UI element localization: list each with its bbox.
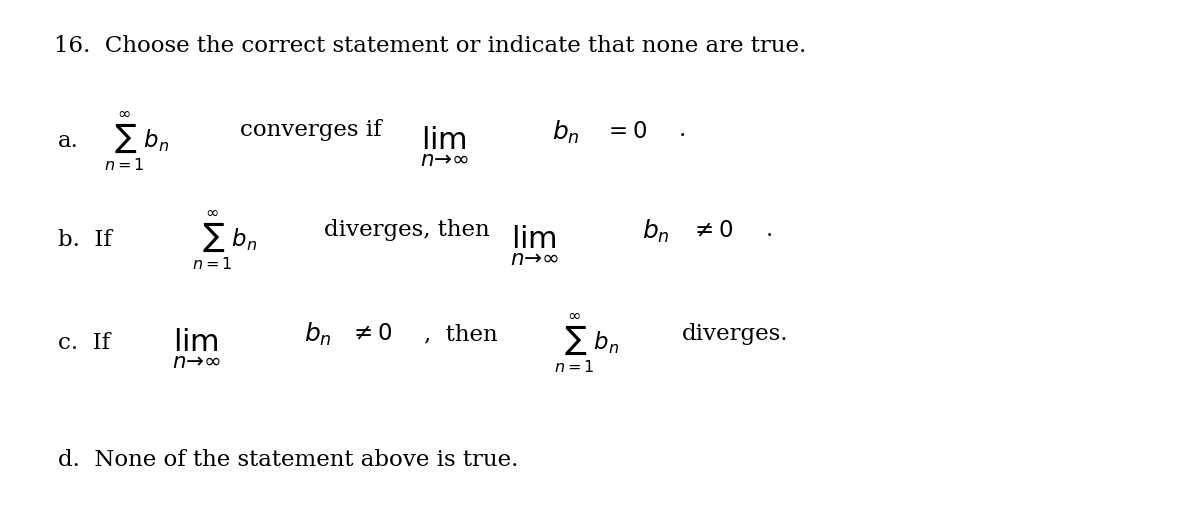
Text: b.  If: b. If bbox=[58, 229, 112, 252]
Text: ,  then: , then bbox=[424, 323, 497, 345]
Text: 16.  Choose the correct statement or indicate that none are true.: 16. Choose the correct statement or indi… bbox=[54, 35, 806, 56]
Text: $b_n$: $b_n$ bbox=[552, 118, 580, 146]
Text: a.: a. bbox=[58, 130, 78, 152]
Text: d.  None of the statement above is true.: d. None of the statement above is true. bbox=[58, 449, 518, 471]
Text: $\lim_{n \rightarrow \infty}$: $\lim_{n \rightarrow \infty}$ bbox=[420, 124, 469, 169]
Text: diverges.: diverges. bbox=[682, 323, 788, 345]
Text: $b_n$: $b_n$ bbox=[642, 218, 670, 245]
Text: c.  If: c. If bbox=[58, 332, 109, 354]
Text: converges if: converges if bbox=[240, 119, 382, 142]
Text: $\neq 0$: $\neq 0$ bbox=[349, 323, 392, 345]
Text: $\sum_{n=1}^{\infty} b_n$: $\sum_{n=1}^{\infty} b_n$ bbox=[192, 209, 258, 272]
Text: $b_n$: $b_n$ bbox=[304, 320, 331, 348]
Text: .: . bbox=[679, 119, 686, 142]
Text: $\neq 0$: $\neq 0$ bbox=[690, 220, 733, 243]
Text: .: . bbox=[766, 219, 773, 241]
Text: $\sum_{n=1}^{\infty} b_n$: $\sum_{n=1}^{\infty} b_n$ bbox=[554, 311, 620, 375]
Text: $\lim_{n \rightarrow \infty}$: $\lim_{n \rightarrow \infty}$ bbox=[172, 326, 221, 371]
Text: $\lim_{n \rightarrow \infty}$: $\lim_{n \rightarrow \infty}$ bbox=[510, 223, 559, 268]
Text: diverges, then: diverges, then bbox=[324, 219, 490, 241]
Text: $\sum_{n=1}^{\infty} b_n$: $\sum_{n=1}^{\infty} b_n$ bbox=[104, 109, 170, 173]
Text: $= 0$: $= 0$ bbox=[604, 121, 647, 143]
